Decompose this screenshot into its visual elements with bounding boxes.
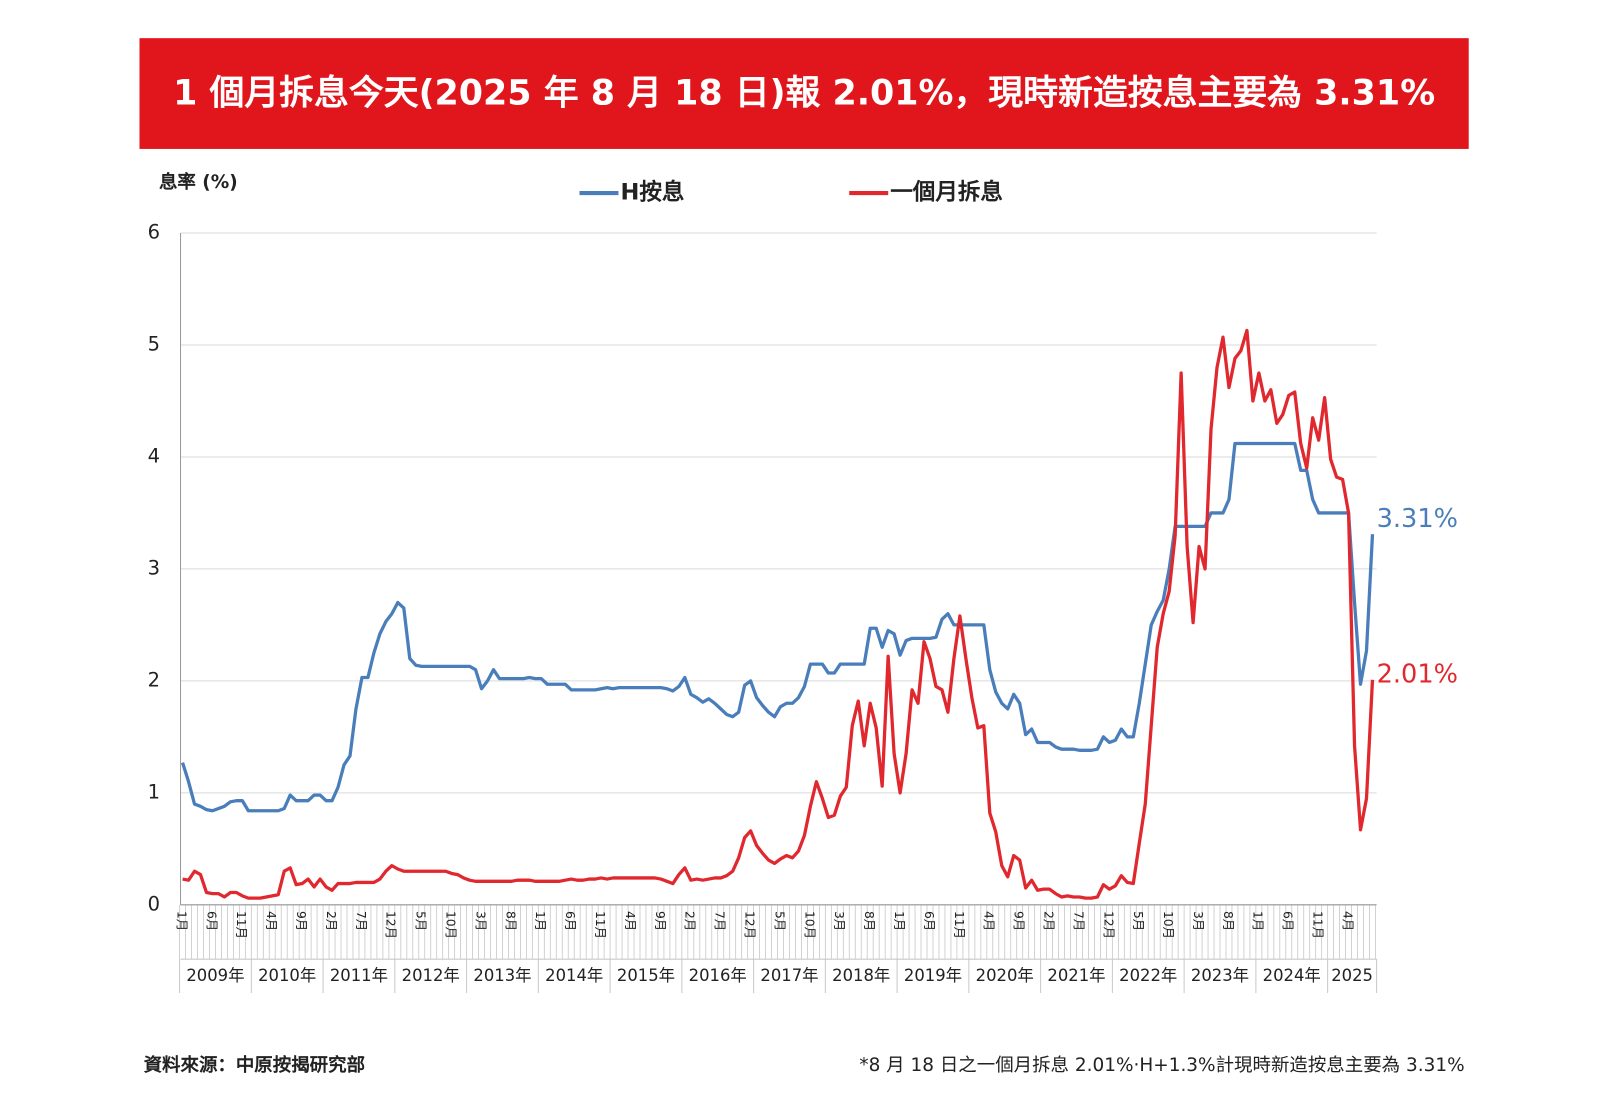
x-tick-label: 3月 xyxy=(1191,911,1205,931)
x-tick-label: 11月 xyxy=(952,911,966,939)
x-tick-label: 3月 xyxy=(473,911,487,931)
x-tick-label: 12月 xyxy=(742,911,756,939)
x-tick-label: 5月 xyxy=(414,911,428,931)
y-tick-label: 5 xyxy=(148,332,160,355)
y-axis-label: 息率 (%) xyxy=(159,171,238,193)
x-tick-label: 11月 xyxy=(234,911,248,939)
x-tick-label: 6月 xyxy=(563,911,577,931)
year-label: 2023年 xyxy=(1191,966,1249,985)
year-label: 2014年 xyxy=(545,966,603,985)
footnote: *8 月 18 日之一個月拆息 2.01%‧H+1.3%計現時新造按息主要為 3… xyxy=(859,1055,1464,1076)
year-label: 2021年 xyxy=(1047,966,1105,985)
y-tick-label: 1 xyxy=(148,780,160,803)
series-line xyxy=(182,328,1375,900)
year-label: 2013年 xyxy=(473,966,531,985)
x-tick-label: 1月 xyxy=(892,911,906,931)
x-tick-label: 1月 xyxy=(533,911,547,931)
x-tick-label: 7月 xyxy=(713,911,727,931)
x-tick-label: 6月 xyxy=(204,911,218,931)
x-tick-label: 5月 xyxy=(1131,911,1145,931)
end-label: 3.31% xyxy=(1377,504,1458,534)
x-tick-label: 7月 xyxy=(1071,911,1085,931)
year-label: 2018年 xyxy=(832,966,890,985)
series-line xyxy=(180,441,1375,813)
x-tick-label: 12月 xyxy=(384,911,398,939)
x-tick-label: 4月 xyxy=(264,911,278,931)
y-tick-label: 0 xyxy=(148,892,160,915)
legend-label: H按息 xyxy=(621,179,685,206)
x-tick-label: 7月 xyxy=(354,911,368,931)
y-tick-label: 3 xyxy=(148,556,160,579)
x-tick-label: 5月 xyxy=(772,911,786,931)
year-label: 2009年 xyxy=(186,966,244,985)
x-tick-label: 3月 xyxy=(832,911,846,931)
year-label: 2022年 xyxy=(1119,966,1177,985)
x-tick-label: 10月 xyxy=(1161,911,1175,939)
x-tick-label: 6月 xyxy=(922,911,936,931)
x-tick-label: 10月 xyxy=(802,911,816,939)
chart-title: 1 個月拆息今天(2025 年 8 月 18 日)報 2.01%，現時新造按息主… xyxy=(173,73,1435,114)
x-tick-label: 10月 xyxy=(444,911,458,939)
legend-label: 一個月拆息 xyxy=(890,179,1003,206)
x-tick-label: 4月 xyxy=(623,911,637,931)
x-tick-label: 9月 xyxy=(294,911,308,931)
y-tick-label: 4 xyxy=(148,444,160,467)
x-tick-label: 12月 xyxy=(1101,911,1115,939)
end-label: 2.01% xyxy=(1377,660,1458,690)
x-tick-label: 8月 xyxy=(862,911,876,931)
y-tick-label: 6 xyxy=(148,221,160,244)
year-label: 2019年 xyxy=(904,966,962,985)
year-label: 2016年 xyxy=(689,966,747,985)
y-tick-label: 2 xyxy=(148,668,160,691)
x-tick-label: 8月 xyxy=(503,911,517,931)
x-tick-label: 11月 xyxy=(1311,911,1325,939)
year-label: 2025 xyxy=(1331,966,1373,985)
year-label: 2020年 xyxy=(976,966,1034,985)
year-label: 2024年 xyxy=(1263,966,1321,985)
x-tick-label: 9月 xyxy=(1012,911,1026,931)
year-label: 2011年 xyxy=(330,966,388,985)
year-label: 2015年 xyxy=(617,966,675,985)
x-tick-label: 4月 xyxy=(982,911,996,931)
title-banner xyxy=(139,38,1469,149)
x-tick-label: 4月 xyxy=(1340,911,1354,931)
x-tick-label: 2月 xyxy=(324,911,338,931)
x-tick-label: 11月 xyxy=(593,911,607,939)
x-tick-label: 1月 xyxy=(174,911,188,931)
x-tick-label: 8月 xyxy=(1221,911,1235,931)
x-tick-label: 6月 xyxy=(1281,911,1295,931)
x-tick-label: 2月 xyxy=(1041,911,1055,931)
x-tick-label: 9月 xyxy=(653,911,667,931)
year-label: 2017年 xyxy=(760,966,818,985)
year-label: 2010年 xyxy=(258,966,316,985)
x-tick-label: 1月 xyxy=(1251,911,1265,931)
year-label: 2012年 xyxy=(402,966,460,985)
source: 資料來源：中原按揭研究部 xyxy=(144,1054,365,1076)
x-tick-label: 2月 xyxy=(683,911,697,931)
